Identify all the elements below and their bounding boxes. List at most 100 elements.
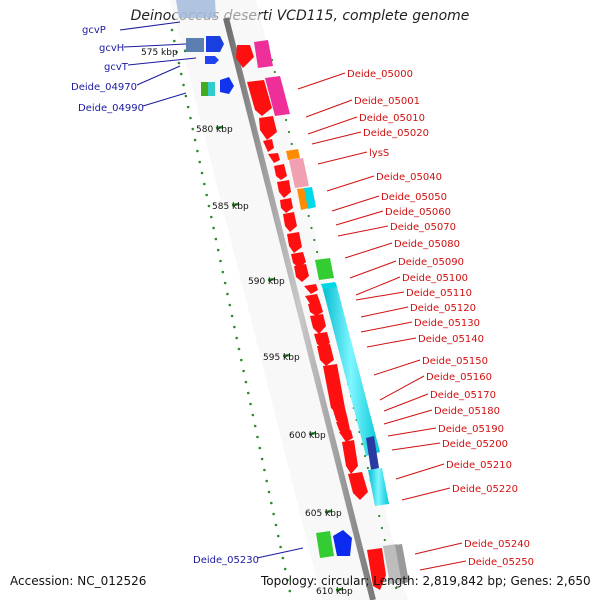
gene-cyan-1[interactable]	[304, 187, 316, 209]
right-gene-label[interactable]: Deide_05190	[438, 424, 504, 435]
gene-blue-arrow[interactable]	[333, 530, 352, 556]
forward-strand-genes	[236, 45, 386, 590]
gene-pink-1[interactable]	[289, 158, 309, 188]
Deide_04990-gene-green[interactable]	[201, 82, 208, 96]
right-gene-label[interactable]: Deide_05001	[354, 96, 420, 107]
gene-orange-1[interactable]	[286, 149, 300, 160]
ruler-dot	[272, 512, 275, 516]
label-connector	[387, 427, 437, 437]
gene-red-23[interactable]	[342, 440, 358, 474]
gene-magenta-1[interactable]	[254, 40, 273, 68]
ruler-dot	[191, 127, 195, 131]
gene-red-5[interactable]	[268, 153, 280, 163]
ruler-tick	[324, 509, 333, 514]
right-gene-label[interactable]: lysS	[369, 148, 389, 159]
gene-red-25[interactable]	[367, 548, 386, 590]
gene-cyan-short[interactable]	[321, 282, 337, 289]
right-gene-label[interactable]: Deide_05080	[394, 239, 460, 250]
right-gene-label[interactable]: Deide_05100	[402, 273, 468, 284]
ruler-dot	[253, 424, 257, 428]
gene-red-24[interactable]	[348, 472, 368, 500]
label-connector	[119, 21, 181, 31]
left-gene-label[interactable]: gcvT	[104, 62, 129, 73]
right-gene-label[interactable]: Deide_05220	[452, 484, 518, 495]
ruler-tick	[308, 431, 317, 436]
ruler-dots	[170, 28, 292, 593]
gene-red-22[interactable]	[339, 430, 353, 442]
gcvP-gene[interactable]	[176, 0, 216, 18]
gcvH-gene[interactable]	[186, 38, 204, 52]
gene-cyan-long[interactable]	[322, 283, 380, 456]
left-gene-label[interactable]: gcvP	[82, 25, 106, 36]
right-gene-labels: Deide_05000 Deide_05001 Deide_05010 Deide_0…	[297, 69, 534, 571]
gene-cyan-2[interactable]	[368, 468, 389, 506]
left-gene-label[interactable]: gcvH	[99, 43, 124, 54]
ruler-dot	[237, 347, 241, 351]
left-gene-label[interactable]: Deide_04970	[71, 82, 137, 93]
gene-red-6[interactable]	[274, 164, 287, 180]
gene-red-17[interactable]	[314, 332, 330, 348]
right-gene-label[interactable]: Deide_05200	[442, 439, 508, 450]
gene-red-1[interactable]	[236, 45, 254, 68]
gene-gray-dark[interactable]	[395, 544, 409, 584]
gene-magenta-2[interactable]	[265, 76, 290, 116]
right-gene-label[interactable]: Deide_05090	[398, 257, 464, 268]
ruler-dot	[242, 369, 245, 373]
label-connector	[383, 393, 429, 412]
ruler-dot	[283, 567, 287, 571]
gene-red-2[interactable]	[247, 80, 272, 116]
Deide_04990-gene-cyan[interactable]	[208, 82, 215, 96]
right-gene-label[interactable]: Deide_05180	[434, 406, 500, 417]
outer-dot	[287, 130, 291, 134]
gene-red-15[interactable]	[308, 302, 323, 316]
gene-navy[interactable]	[366, 436, 379, 470]
gene-red-18[interactable]	[317, 344, 334, 366]
gene-red-3[interactable]	[259, 116, 277, 140]
gene-green-2[interactable]	[316, 531, 334, 558]
gene-green-1[interactable]	[315, 258, 334, 280]
gene-red-10[interactable]	[287, 232, 302, 253]
right-gene-label[interactable]: Deide_05050	[381, 192, 447, 203]
right-gene-label[interactable]: Deide_05020	[363, 128, 429, 139]
right-gene-label[interactable]: Deide_05240	[464, 539, 530, 550]
gene-red-19[interactable]	[323, 364, 345, 414]
right-gene-label[interactable]: Deide_05120	[410, 303, 476, 314]
ruler-dot	[244, 380, 248, 384]
right-gene-label[interactable]: Deide_05060	[385, 207, 451, 218]
ruler-dot	[207, 204, 211, 208]
gcvT-arrow[interactable]	[205, 56, 219, 64]
label-connector	[337, 225, 389, 237]
ruler-dot	[233, 325, 236, 329]
gcvH-arrow[interactable]	[206, 36, 224, 52]
gene-red-8[interactable]	[280, 198, 293, 213]
gene-red-16[interactable]	[310, 314, 326, 334]
right-gene-label[interactable]: Deide_05150	[422, 356, 488, 367]
right-gene-label[interactable]: Deide_05110	[406, 288, 472, 299]
left-gene-label[interactable]: Deide_04990	[78, 103, 144, 114]
right-gene-label[interactable]: Deide_05160	[426, 372, 492, 383]
right-gene-label[interactable]: Deide_05010	[359, 113, 425, 124]
ruler-dot	[276, 534, 280, 538]
right-gene-label[interactable]: Deide_05210	[446, 460, 512, 471]
ruler-dot	[214, 237, 218, 241]
label-connector	[373, 359, 421, 376]
left-gene-label[interactable]: Deide_05230	[193, 555, 259, 566]
right-gene-label[interactable]: Deide_05040	[376, 172, 442, 183]
label-connector	[355, 276, 401, 296]
gene-red-4[interactable]	[263, 139, 274, 152]
right-gene-label[interactable]: Deide_05070	[390, 222, 456, 233]
ruler-dot	[226, 292, 229, 296]
gene-red-12[interactable]	[294, 264, 309, 282]
gene-red-11[interactable]	[291, 252, 306, 268]
right-gene-label[interactable]: Deide_05000	[347, 69, 413, 80]
right-gene-label[interactable]: Deide_05140	[418, 334, 484, 345]
gene-red-13[interactable]	[304, 284, 318, 294]
ruler-dot	[288, 589, 292, 593]
gene-red-7[interactable]	[277, 180, 291, 198]
Deide_04990-arrow[interactable]	[220, 77, 234, 94]
gene-red-9[interactable]	[283, 212, 297, 232]
right-gene-label[interactable]: Deide_05250	[468, 557, 534, 568]
right-gene-label[interactable]: Deide_05130	[414, 318, 480, 329]
label-connector	[395, 463, 445, 480]
right-gene-label[interactable]: Deide_05170	[430, 390, 496, 401]
